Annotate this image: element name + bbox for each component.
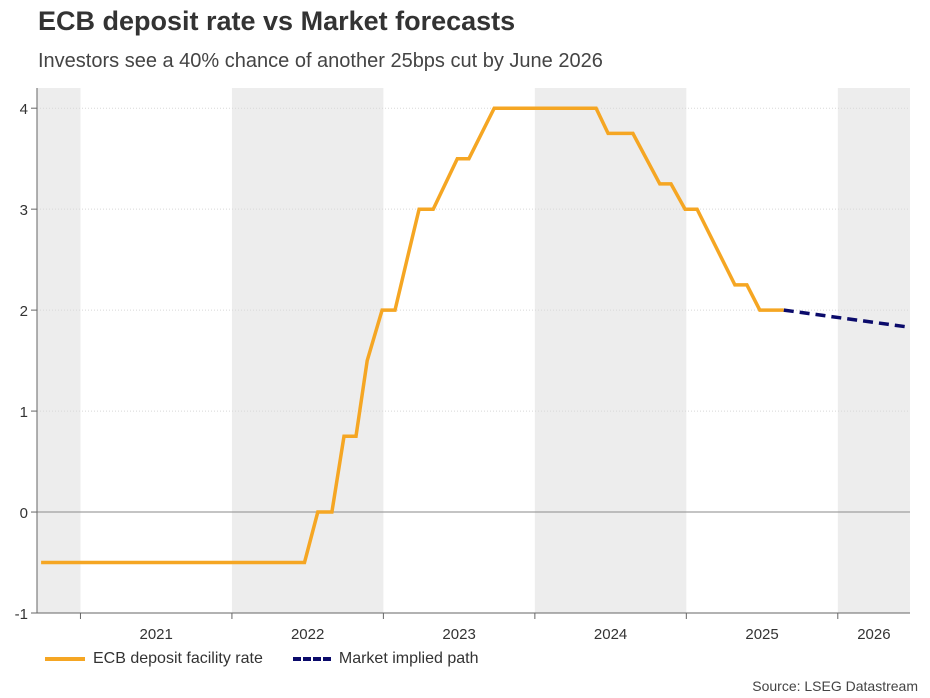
year-shade-band	[37, 88, 81, 613]
chart-subtitle: Investors see a 40% chance of another 25…	[38, 50, 603, 72]
year-shade-band	[534, 88, 687, 613]
legend-swatch-solid	[45, 657, 85, 661]
y-tick-label: 4	[20, 101, 28, 118]
legend-label: Market implied path	[338, 650, 479, 667]
y-tick-label: -1	[15, 606, 28, 623]
legend-item-ecb-rate: ECB deposit facility rate	[45, 650, 263, 668]
x-tick-label: 2023	[442, 626, 475, 643]
year-shade-band	[837, 88, 910, 613]
y-tick-label: 3	[20, 202, 28, 219]
x-tick-label: 2026	[857, 626, 890, 643]
legend-swatch-dashed	[292, 657, 331, 661]
x-tick-label: 2024	[594, 626, 627, 643]
series-line-market-implied-path	[783, 308, 911, 330]
legend-item-market-path: Market implied path	[292, 650, 479, 668]
y-tick-label: 1	[20, 404, 28, 421]
legend-label: ECB deposit facility rate	[93, 650, 263, 667]
x-tick-label: 2025	[745, 626, 778, 643]
chart-title: ECB deposit rate vs Market forecasts	[38, 6, 516, 36]
x-tick-label: 2021	[140, 626, 173, 643]
series-line-ecb-deposit-rate	[41, 106, 784, 565]
x-tick-label: 2022	[291, 626, 324, 643]
source-note: Source: LSEG Datastream	[752, 678, 918, 694]
legend: ECB deposit facility rate Market implied…	[45, 650, 508, 668]
year-shade-band	[231, 88, 384, 613]
y-tick-label: 0	[20, 505, 28, 522]
y-tick-label: 2	[20, 303, 28, 320]
